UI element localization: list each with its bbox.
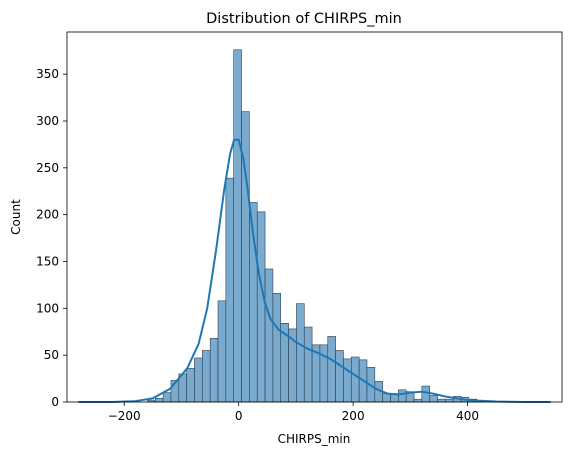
y-axis-ticks: 0 50 100 150 200 250 300 350 [36, 67, 67, 409]
chart-title: Distribution of CHIRPS_min [206, 11, 402, 27]
y-tick-label: 0 [51, 395, 59, 409]
histogram-bar [256, 211, 266, 403]
histogram-bar [343, 358, 352, 403]
y-tick-label: 150 [36, 254, 59, 268]
histogram-bar [350, 356, 360, 403]
histogram-bars [147, 49, 485, 403]
histogram-bar [429, 395, 438, 403]
histogram-bar [421, 385, 430, 403]
y-axis-title: Count [9, 199, 23, 235]
x-axis-title: CHIRPS_min [278, 432, 351, 446]
y-tick-label: 200 [36, 208, 59, 222]
histogram-bar [335, 350, 344, 403]
y-tick-label: 300 [36, 114, 59, 128]
histogram-bar [209, 338, 219, 403]
kde-curve [78, 138, 551, 403]
x-tick-label: −200 [108, 409, 141, 423]
y-tick-label: 100 [36, 301, 59, 315]
histogram-bar [202, 350, 211, 403]
histogram-bar [225, 177, 234, 403]
histogram-bar [154, 397, 164, 403]
histogram-bar [296, 303, 305, 403]
y-tick-label: 50 [44, 348, 59, 362]
histogram-bar [194, 357, 203, 403]
y-tick-label: 250 [36, 161, 59, 175]
histogram-bar [437, 398, 446, 403]
histogram-bar [413, 398, 423, 403]
histogram-bar [382, 393, 391, 403]
histogram-bar [445, 398, 454, 403]
x-tick-label: 200 [342, 409, 365, 423]
histogram-bar [303, 326, 313, 403]
histogram-bar [327, 336, 336, 403]
y-tick-label: 350 [36, 67, 59, 81]
histogram-bar [217, 300, 227, 403]
histogram-bar [264, 268, 274, 403]
histogram-bar [186, 367, 195, 403]
histogram-bar [272, 293, 282, 403]
x-axis-ticks: −200 0 200 400 [108, 402, 479, 423]
x-tick-label: 0 [235, 409, 243, 423]
histogram-bar [398, 389, 407, 403]
histogram-bar [233, 49, 242, 403]
plot-frame [66, 31, 563, 403]
histogram-bar [162, 392, 172, 403]
x-tick-label: 400 [456, 409, 479, 423]
